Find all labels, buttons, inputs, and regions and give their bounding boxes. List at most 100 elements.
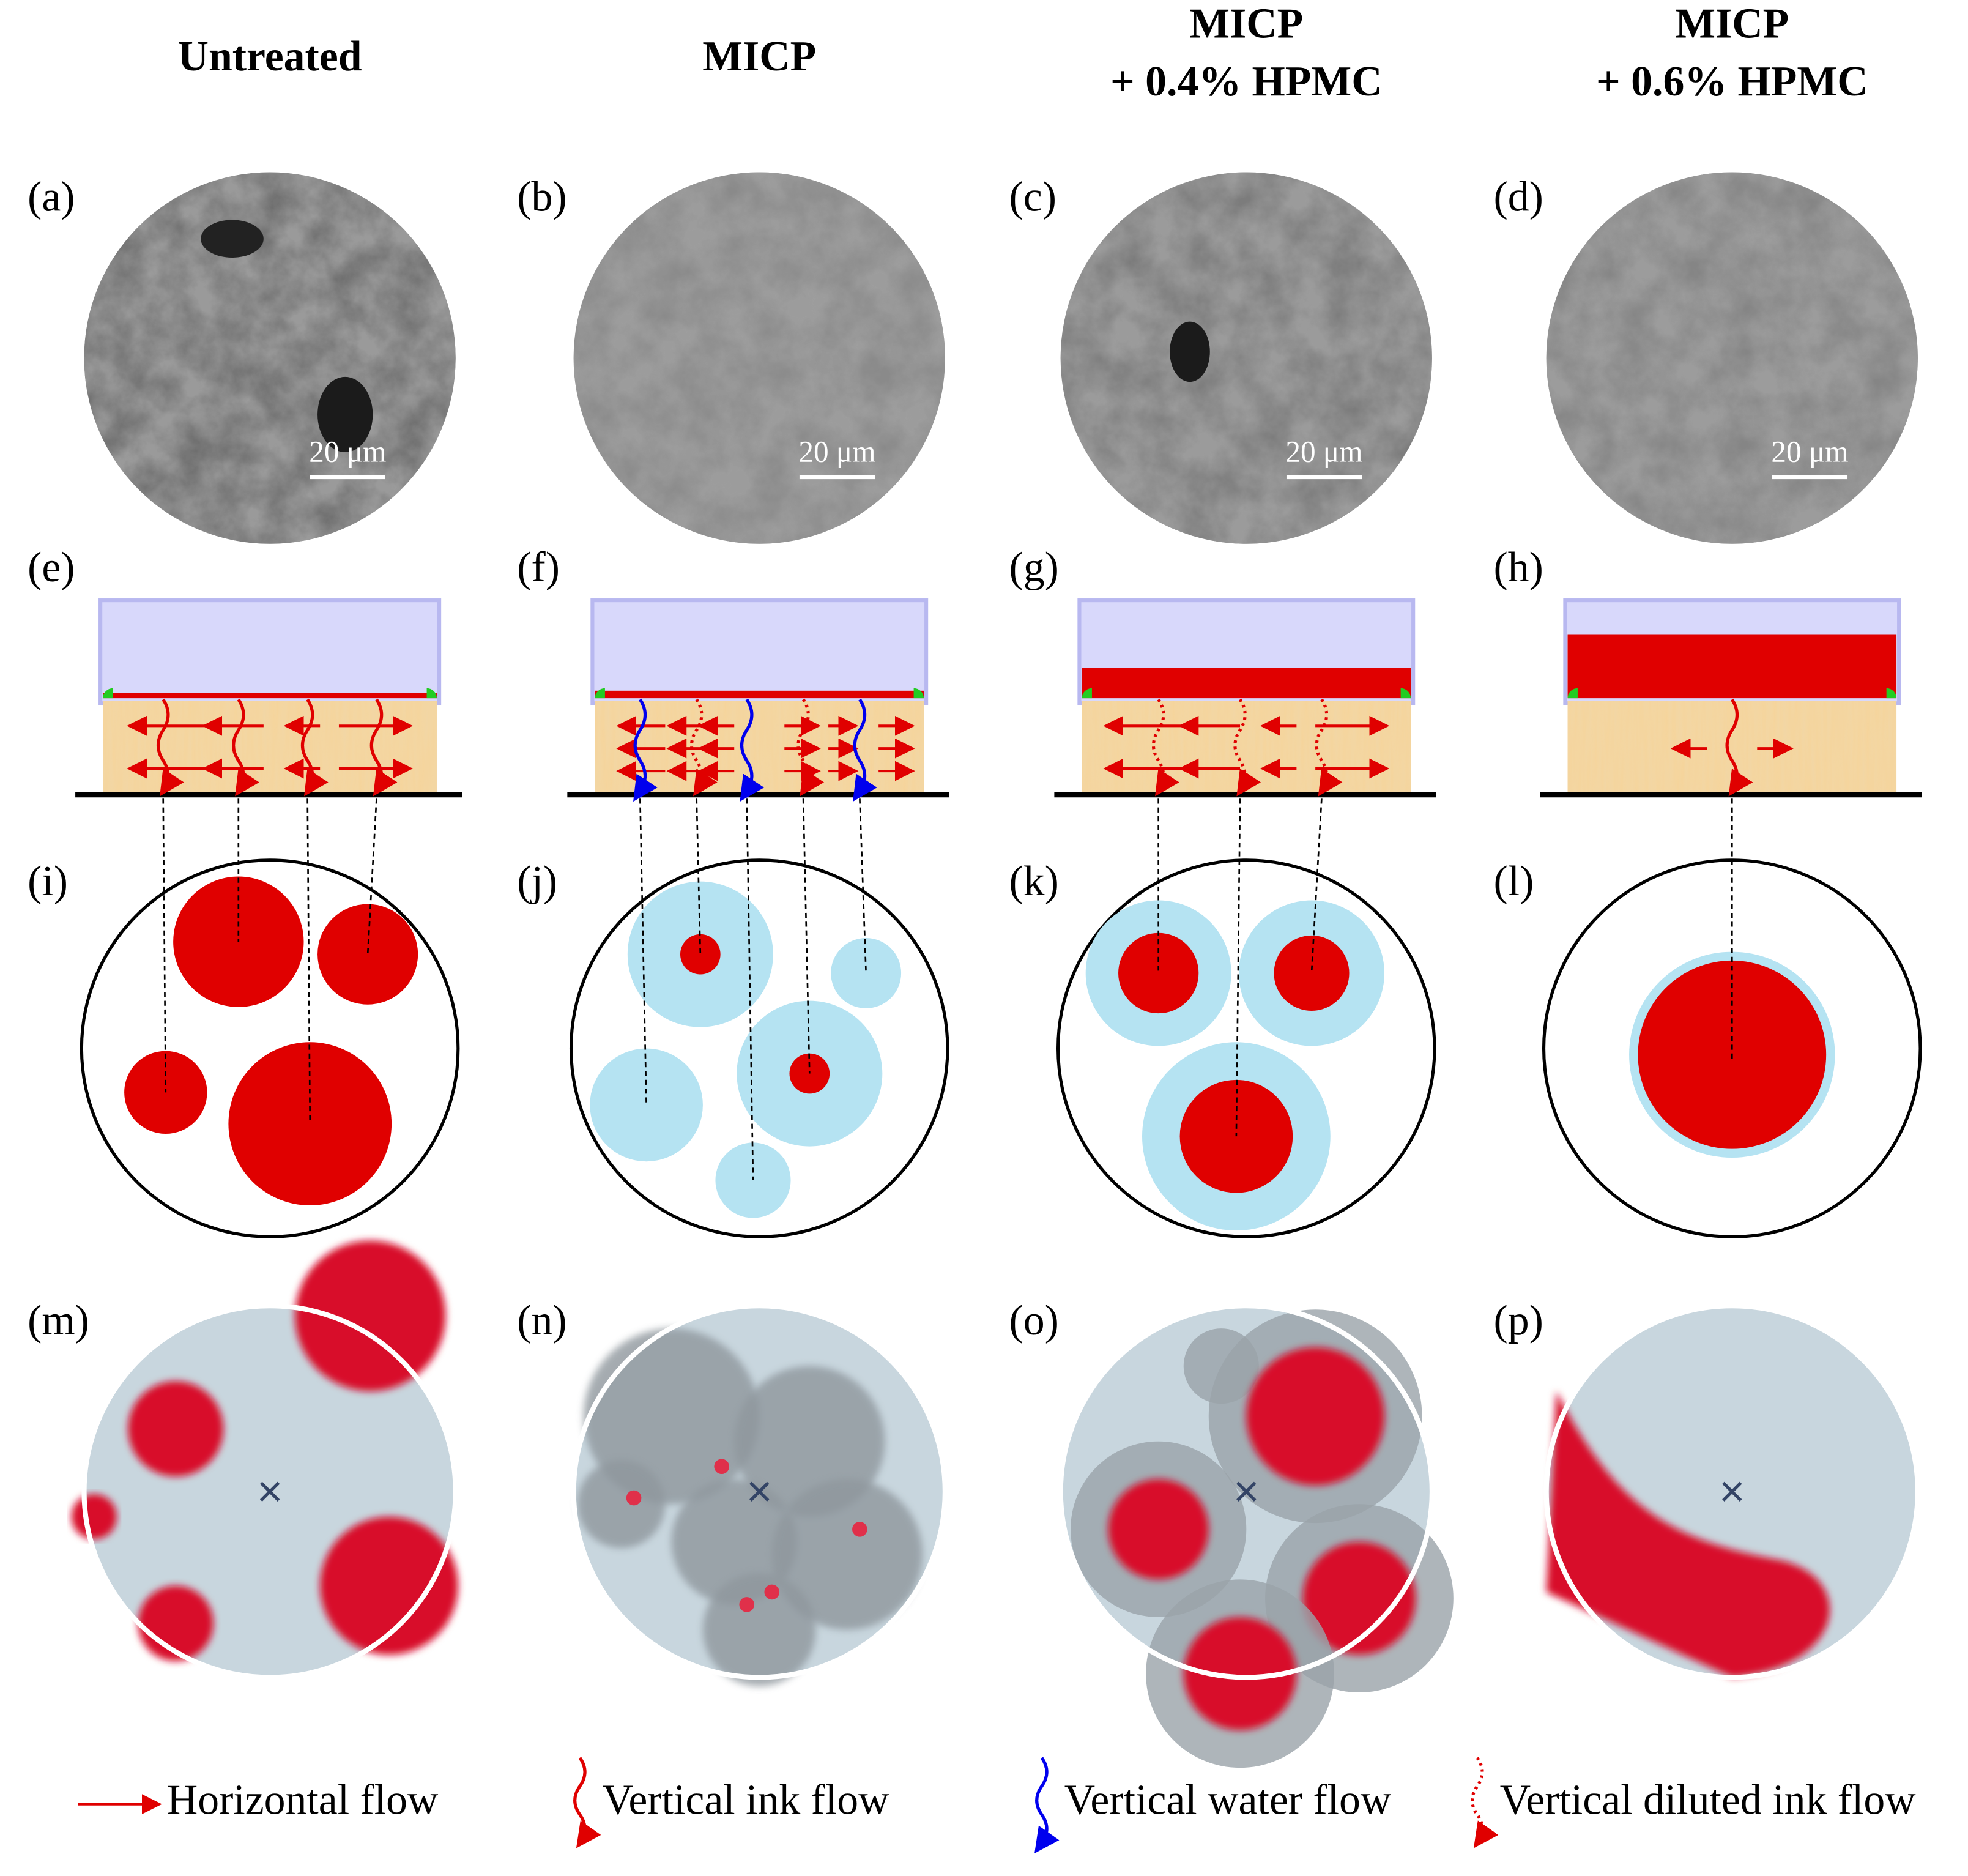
panel-label: (k) xyxy=(1009,858,1059,905)
center-mark xyxy=(1722,1481,1742,1502)
ink-layer xyxy=(103,693,437,699)
projection-line xyxy=(1310,798,1323,973)
water-zone xyxy=(590,1048,703,1162)
seal xyxy=(426,688,437,699)
photo xyxy=(1058,1303,1454,1768)
ink-stain xyxy=(71,1494,117,1539)
ink-spot xyxy=(626,1490,642,1506)
photo-rim xyxy=(1058,1303,1435,1680)
seal xyxy=(595,688,605,699)
scale-label: 20 μm xyxy=(798,434,875,468)
photo xyxy=(571,1303,948,1686)
panel-label: (j) xyxy=(517,858,557,905)
water-zone xyxy=(831,938,902,1008)
photo xyxy=(71,1240,458,1680)
sem-texture xyxy=(84,172,456,544)
center-mark xyxy=(259,1481,280,1502)
ink-layer xyxy=(1567,634,1897,699)
panel-label: (f) xyxy=(517,544,560,591)
ink-stain xyxy=(295,1240,446,1391)
ink-spot xyxy=(714,1459,730,1475)
soil-texture xyxy=(103,701,437,795)
vertical-flow xyxy=(369,698,398,797)
seal xyxy=(1082,688,1092,699)
photo xyxy=(1543,1303,1921,1680)
ink-zone xyxy=(680,934,721,975)
column-title: MICP xyxy=(1675,1,1789,48)
pore xyxy=(317,376,373,453)
vertical-flow xyxy=(300,698,329,797)
ink-layer xyxy=(595,690,924,699)
ink-stain xyxy=(1183,1617,1297,1730)
column-title: Untreated xyxy=(178,33,362,80)
vertical-flow xyxy=(633,698,658,802)
ink-zone xyxy=(228,1042,392,1206)
center-mark xyxy=(1236,1481,1257,1502)
column-title: + 0.6% HPMC xyxy=(1596,58,1868,105)
vertical-flow xyxy=(1725,698,1753,797)
container xyxy=(98,598,442,705)
legend-label: Horizontal flow xyxy=(167,1777,439,1824)
ink-stain xyxy=(1302,1541,1416,1655)
ink-zone xyxy=(1274,935,1350,1011)
legend-icon xyxy=(1034,1757,1060,1854)
sem-texture xyxy=(1546,172,1918,544)
scale-label: 20 μm xyxy=(1771,434,1848,468)
projection-line xyxy=(306,798,311,1124)
photo-rim xyxy=(1543,1303,1921,1680)
panel-label: (h) xyxy=(1493,544,1543,591)
ink-zone xyxy=(317,904,418,1005)
panel-label: (o) xyxy=(1009,1297,1059,1344)
projection-line xyxy=(859,798,867,973)
ink-stain xyxy=(1108,1479,1209,1580)
soil-texture xyxy=(1082,701,1411,795)
projection-line xyxy=(639,798,647,1105)
panel-label: (g) xyxy=(1009,544,1059,591)
diffusion-zone xyxy=(771,1479,923,1630)
diffusion-zone xyxy=(584,1328,760,1505)
column-title: + 0.4% HPMC xyxy=(1110,58,1383,105)
ink-spot xyxy=(764,1584,780,1600)
ink-spot xyxy=(739,1597,755,1612)
vertical-flow xyxy=(156,698,184,797)
panel-label: (n) xyxy=(517,1297,566,1344)
content: Untreated MICP MICP + 0.4% HPMC MICP + 0.6% H… xyxy=(28,1,1922,1854)
ink-zone xyxy=(1118,932,1199,1014)
legend-icon xyxy=(573,1757,601,1848)
vertical-flow xyxy=(232,698,259,797)
legend-icon xyxy=(1471,1757,1499,1848)
photo-rim xyxy=(81,1303,458,1680)
projection-line xyxy=(746,798,754,1180)
pore xyxy=(201,220,264,258)
panel-label: (c) xyxy=(1009,174,1056,221)
legend-label: Vertical water flow xyxy=(1064,1777,1392,1824)
projection-line xyxy=(1235,798,1241,1137)
diffusion-zone xyxy=(577,1460,666,1549)
container xyxy=(590,598,929,705)
vertical-flow xyxy=(740,698,765,802)
panel-label: (e) xyxy=(28,544,75,591)
sem-texture xyxy=(1060,172,1432,544)
seal xyxy=(1400,688,1411,699)
photo-rim xyxy=(571,1303,948,1680)
panel-label: (b) xyxy=(517,174,566,221)
seal xyxy=(913,688,924,699)
ink-spot xyxy=(852,1522,867,1537)
legend-label: Vertical diluted ink flow xyxy=(1500,1777,1917,1824)
ink-stain xyxy=(128,1381,224,1477)
soil-texture xyxy=(1567,701,1897,795)
panel-label: (m) xyxy=(28,1297,89,1344)
projection-line xyxy=(802,798,811,1074)
ink-stain xyxy=(1546,1391,1830,1678)
ink-stain xyxy=(320,1516,458,1655)
ink-layer xyxy=(1082,668,1411,699)
panel-label: (a) xyxy=(28,174,75,221)
panel-label: (l) xyxy=(1493,858,1534,905)
panel-label: (d) xyxy=(1493,174,1543,221)
scale-label: 20 μm xyxy=(1285,434,1362,468)
panel-label: (i) xyxy=(28,858,68,905)
ink-zone xyxy=(789,1053,830,1094)
seal xyxy=(103,688,113,699)
panel-label: (p) xyxy=(1493,1297,1543,1344)
